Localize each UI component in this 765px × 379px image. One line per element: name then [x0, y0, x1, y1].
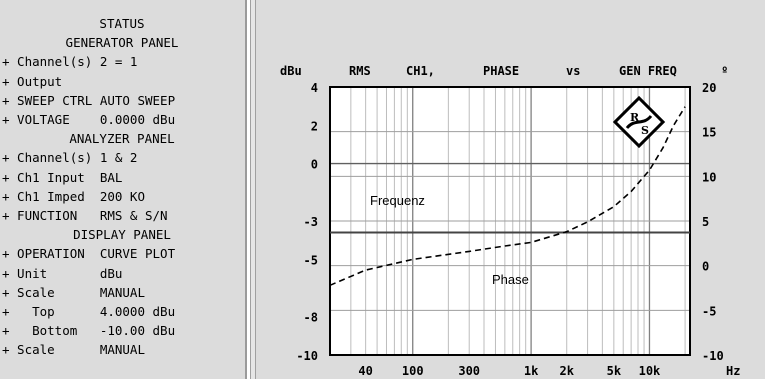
trace-phase	[329, 106, 686, 287]
x-axis-tick-label: 300	[458, 364, 480, 378]
status-section-heading: DISPLAY PANEL	[73, 227, 171, 243]
rs-logo: R S	[612, 95, 666, 149]
logo-letter-r: R	[630, 111, 640, 124]
plot-header-word: PHASE	[483, 64, 519, 78]
plot-header-word: vs	[566, 64, 580, 78]
status-section-heading: STATUS	[99, 16, 145, 31]
x-axis-tick-label: 100	[402, 364, 424, 378]
status-setting-line[interactable]: + FUNCTION RMS & S/N	[2, 208, 168, 223]
left-axis-tick-label: -10	[296, 349, 318, 363]
status-setting-line[interactable]: + Scale MANUAL	[2, 342, 145, 358]
left-axis-tick-label: -5	[304, 253, 318, 267]
status-setting-line[interactable]: + Channel(s) 2 = 1	[2, 54, 138, 70]
panel-divider	[250, 0, 256, 379]
series-label-frequenz: Frequenz	[370, 193, 425, 208]
left-axis-tick-label: 0	[311, 158, 318, 172]
status-setting-line[interactable]: + Bottom -10.00 dBu	[2, 323, 176, 339]
status-section-heading: ANALYZER PANEL	[69, 131, 175, 147]
right-axis-tick-label: 5	[702, 215, 709, 229]
right-axis-tick-label: -5	[702, 304, 716, 318]
status-setting-line[interactable]: + Ch1 Imped 200 KO	[2, 188, 145, 204]
right-axis-tick-label: 20	[702, 81, 716, 95]
x-axis-unit-label: Hz	[726, 364, 740, 378]
left-axis-tick-label: 4	[311, 81, 318, 95]
x-axis-tick-label: 10k	[639, 364, 661, 378]
status-panel: STATUS GENERATOR PANEL + Channel(s) 2 = 1 +…	[0, 0, 247, 379]
logo-letter-s: S	[641, 124, 649, 137]
right-axis-tick-label: 0	[702, 260, 709, 274]
x-axis-tick-label: 5k	[607, 364, 622, 378]
status-setting-line[interactable]: + Channel(s) 1 & 2	[2, 150, 138, 166]
left-axis-tick-label: 2	[311, 119, 318, 133]
status-setting-line[interactable]: + Unit dBu	[2, 265, 123, 281]
plot-panel: 4 2 0 -3 -5 -8 -10 20 15 10 5 0 -5 -10 40 100 300 1k 2k 5k 1…	[256, 0, 765, 379]
x-axis-tick-label: 1k	[524, 364, 539, 378]
right-axis-tick-label: 15	[702, 126, 716, 140]
status-setting-line[interactable]: + Scale MANUAL	[2, 284, 145, 300]
plot-header-word: CH1,	[406, 64, 435, 78]
status-setting-line[interactable]: + Ch1 Input BAL	[2, 169, 123, 185]
status-setting-line[interactable]: + Output	[2, 73, 63, 89]
status-setting-line[interactable]: + VOLTAGE 0.0000 dBu	[2, 112, 176, 127]
status-setting-line[interactable]: + SWEEP CTRL AUTO SWEEP	[2, 92, 176, 108]
right-axis-tick-label: 10	[702, 170, 716, 184]
status-section-heading: GENERATOR PANEL	[65, 35, 179, 51]
x-axis-tick-label: 40	[358, 364, 372, 378]
status-setting-line[interactable]: + Top 4.0000 dBu	[2, 304, 176, 319]
plot-header-word: RMS	[349, 64, 371, 78]
right-unit-label: º	[721, 64, 728, 78]
plot-frame	[329, 86, 691, 356]
series-label-phase: Phase	[492, 272, 529, 287]
left-axis-tick-label: -8	[304, 311, 318, 325]
plot-header-word: GEN FREQ	[619, 64, 677, 78]
left-unit-label: dBu	[280, 64, 302, 78]
status-setting-line[interactable]: + OPERATION CURVE PLOT	[2, 246, 176, 262]
x-axis-tick-label: 2k	[560, 364, 575, 378]
left-axis-tick-label: -3	[304, 215, 318, 229]
right-axis-tick-label: -10	[702, 349, 724, 363]
